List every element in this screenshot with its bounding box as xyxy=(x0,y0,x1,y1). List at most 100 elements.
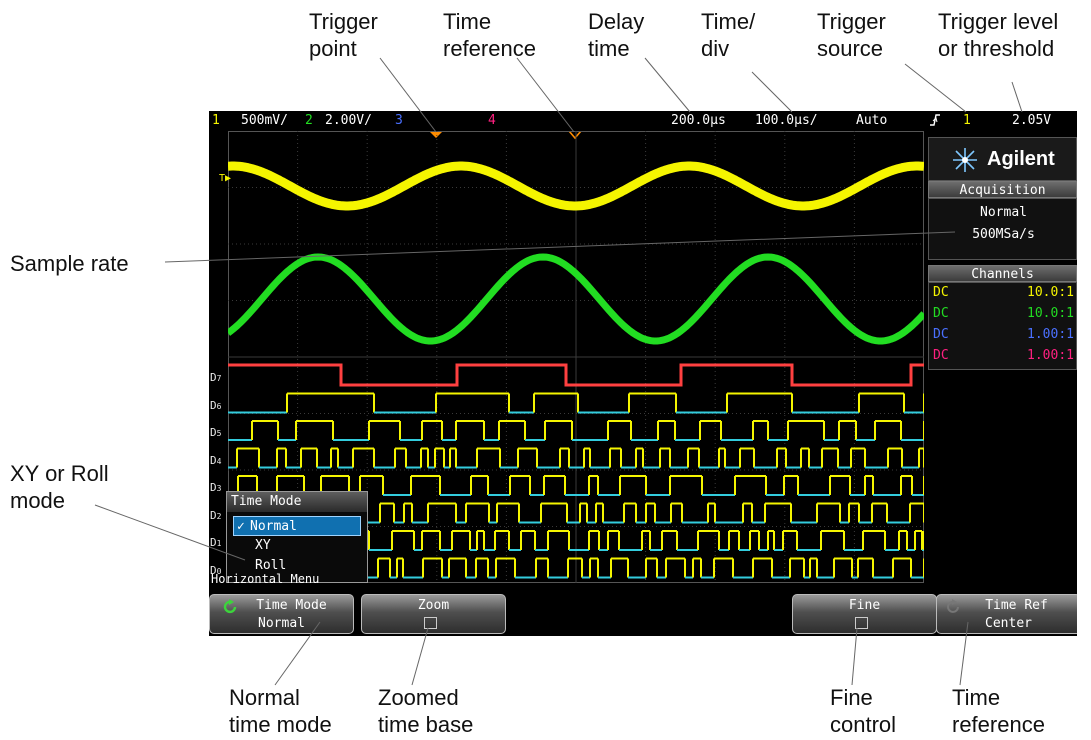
callout-fine-control: Fine control xyxy=(830,684,896,738)
leader-line xyxy=(379,57,437,133)
agilent-logo: Agilent xyxy=(928,137,1077,181)
softkey-title: Time Mode xyxy=(256,598,327,613)
delay-time[interactable]: 200.0µs xyxy=(671,113,726,128)
callout-time-div: Time/ div xyxy=(701,8,755,62)
softkey-title: Fine xyxy=(848,598,881,613)
leader-line xyxy=(274,621,321,686)
time-mode-option-normal[interactable]: ✓ Normal xyxy=(233,516,361,536)
time-ref-softkey[interactable]: Time Ref Center xyxy=(936,594,1077,634)
digital-channel-label: D0 xyxy=(210,563,222,577)
callout-line: XY or Roll mode xyxy=(10,461,109,513)
ch4-number[interactable]: 4 xyxy=(488,113,496,128)
callout-sample-rate: Sample rate xyxy=(10,250,129,277)
callout-line: Trigger source xyxy=(817,9,886,61)
time-per-div[interactable]: 100.0µs/ xyxy=(755,113,818,128)
leader-line xyxy=(164,231,956,263)
ch3-number[interactable]: 3 xyxy=(395,113,403,128)
trigger-source[interactable]: 1 xyxy=(963,113,971,128)
callout-line: Trigger level or threshold xyxy=(938,9,1059,61)
softkey-title: Zoom xyxy=(417,598,450,613)
digital-channel-label: D6 xyxy=(210,398,222,412)
callout-zoomed-time-base: Zoomed time base xyxy=(378,684,473,738)
time-mode-option-roll[interactable]: Roll xyxy=(233,556,361,576)
checkbox-icon xyxy=(424,617,437,629)
channel-coupling: DC xyxy=(933,306,949,321)
acquisition-mode: Normal xyxy=(980,205,1027,220)
brand-name: Agilent xyxy=(987,148,1055,170)
right-info-panel: Agilent Acquisition Normal 500MSa/s Chan… xyxy=(928,137,1077,371)
time-mode-menu: Time Mode ✓ Normal XY Roll xyxy=(226,491,368,583)
channel2-waveform xyxy=(228,253,924,345)
callout-trigger-point: Trigger point xyxy=(309,8,378,62)
acquisition-header[interactable]: Acquisition xyxy=(928,181,1077,198)
digital-channel-label: D7 xyxy=(210,371,222,384)
leader-line xyxy=(904,63,967,113)
option-label: XY xyxy=(255,538,271,553)
channel-probe: 10.0:1 xyxy=(1027,306,1074,321)
horizontal-menu-label: Horizontal Menu xyxy=(211,572,320,586)
channels-header[interactable]: Channels xyxy=(928,265,1077,282)
callout-line: Time reference xyxy=(952,685,1045,737)
digital-channel-label: D1 xyxy=(210,536,222,549)
time-reference-marker xyxy=(568,131,582,140)
callout-xy-roll: XY or Roll mode xyxy=(10,460,109,514)
agilent-spark-icon xyxy=(953,148,977,172)
callout-line: Trigger point xyxy=(309,9,378,61)
digital-channel-label: D5 xyxy=(210,426,222,439)
softkey-title: Time Ref xyxy=(985,598,1048,613)
callout-delay-time: Delay time xyxy=(588,8,644,62)
zoom-softkey[interactable]: Zoom xyxy=(361,594,506,634)
option-label: Normal xyxy=(250,519,297,534)
waveform-area[interactable] xyxy=(228,131,924,583)
rotate-knob-icon xyxy=(947,599,959,613)
trigger-point-marker xyxy=(429,131,443,138)
leader-line xyxy=(644,57,691,113)
channel-probe: 1.00:1 xyxy=(1027,348,1074,363)
oscilloscope-screen: 1 500mV/ 2 2.00V/ 3 4 200.0µs 100.0µs/ A… xyxy=(209,111,1077,636)
status-bar: 1 500mV/ 2 2.00V/ 3 4 200.0µs 100.0µs/ A… xyxy=(209,111,1077,131)
channels-body: DC 10.0:1 DC 10.0:1 DC 1.00:1 DC 1.00:1 xyxy=(928,282,1077,370)
callout-trigger-source: Trigger source xyxy=(817,8,886,62)
channel-coupling: DC xyxy=(933,327,949,342)
channel1-waveform xyxy=(228,161,924,211)
channel-coupling: DC xyxy=(933,348,949,363)
channel-row: DC 1.00:1 xyxy=(929,325,1077,346)
leader-line xyxy=(751,71,793,113)
checkbox-icon xyxy=(855,617,868,629)
softkey-value: Normal xyxy=(258,616,305,631)
option-label: Roll xyxy=(255,558,287,573)
callout-normal-time-mode: Normal time mode xyxy=(229,684,332,738)
callout-line: Time/ div xyxy=(701,9,756,61)
callout-line: Zoomed time base xyxy=(378,685,474,737)
acquisition-body: Normal 500MSa/s xyxy=(928,198,1077,260)
ch1-number[interactable]: 1 xyxy=(212,113,220,128)
callout-time-reference-top: Time reference xyxy=(443,8,536,62)
leader-line xyxy=(94,504,246,561)
digital-d7-waveform xyxy=(228,363,924,387)
channel-row: DC 10.0:1 xyxy=(929,304,1077,325)
time-mode-menu-title: Time Mode xyxy=(227,492,367,512)
rising-edge-icon xyxy=(929,113,941,131)
sample-rate: 500MSa/s xyxy=(972,227,1035,242)
channel-probe: 1.00:1 xyxy=(1027,327,1074,342)
channel-coupling: DC xyxy=(933,285,949,300)
callout-line: Sample rate xyxy=(10,251,129,276)
ch1-scale[interactable]: 500mV/ xyxy=(241,113,288,128)
time-mode-option-xy[interactable]: XY xyxy=(233,536,361,556)
digital-channel-label: D3 xyxy=(210,481,222,494)
time-mode-softkey[interactable]: Time Mode Normal xyxy=(209,594,354,634)
trigger-mode[interactable]: Auto xyxy=(856,113,888,128)
ch2-number[interactable]: 2 xyxy=(305,113,313,128)
trigger-level[interactable]: 2.05V xyxy=(1012,113,1052,128)
rotate-knob-icon xyxy=(223,599,237,614)
ch2-scale[interactable]: 2.00V/ xyxy=(325,113,372,128)
callout-line: Normal time mode xyxy=(229,685,332,737)
trigger-level-marker: T▶ xyxy=(219,173,232,184)
channel-probe: 10.0:1 xyxy=(1027,285,1074,300)
callout-time-reference-bottom: Time reference xyxy=(952,684,1045,738)
digital-channel-label: D4 xyxy=(210,453,222,467)
leader-line xyxy=(959,621,969,686)
callout-line: Delay time xyxy=(588,9,645,61)
callout-trigger-level: Trigger level or threshold xyxy=(938,8,1058,62)
